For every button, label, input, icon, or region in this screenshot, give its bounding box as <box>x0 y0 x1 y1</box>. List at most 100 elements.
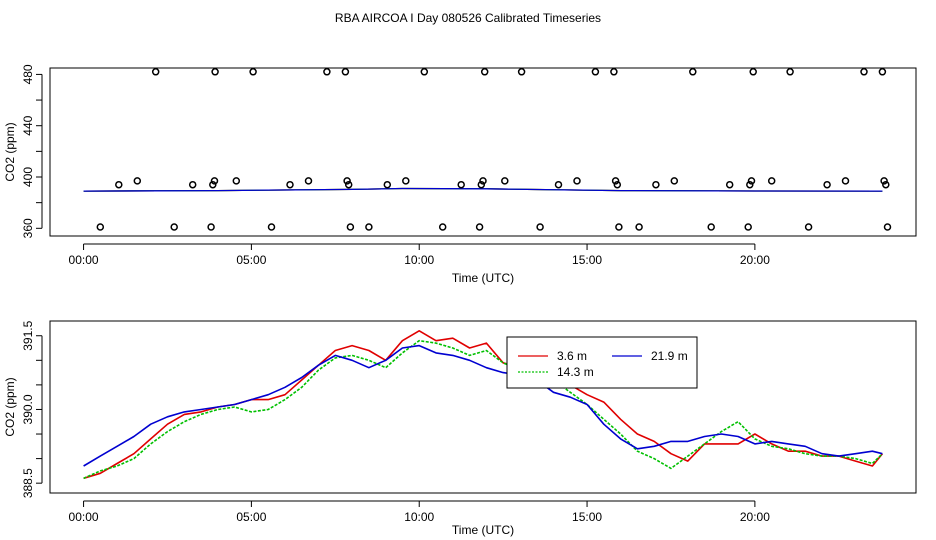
data-point <box>744 223 752 231</box>
data-marks <box>83 68 892 231</box>
plot-frame <box>49 67 917 237</box>
y-tick-label: 400 <box>21 167 35 187</box>
data-point <box>635 223 643 231</box>
data-point <box>501 177 509 185</box>
data-point <box>170 223 178 231</box>
data-point <box>383 180 392 189</box>
plot-frame <box>49 320 917 494</box>
data-point <box>591 68 600 76</box>
timeseries-panel-detail: 00:00 05:00 10:00 15:00 20:00 388.5 390.0 391.… <box>3 320 917 537</box>
x-tick-label: 10:00 <box>404 510 434 524</box>
data-point <box>573 177 581 185</box>
x-axis-label: Time (UTC) <box>452 271 514 285</box>
y-tick-label: 390.0 <box>21 394 35 424</box>
y-tick-label: 360 <box>21 218 35 238</box>
y-axis-label: CO2 (ppm) <box>3 377 17 436</box>
x-axis-label: Time (UTC) <box>452 523 514 537</box>
data-point <box>365 223 373 231</box>
data-point <box>725 180 734 189</box>
data-point <box>344 180 353 189</box>
y-axis-label: CO2 (ppm) <box>3 122 17 181</box>
data-point <box>479 177 487 185</box>
data-point <box>670 177 679 185</box>
y-tick-label: 388.5 <box>21 468 35 498</box>
x-tick-label: 20:00 <box>740 253 770 267</box>
data-point <box>420 68 429 76</box>
data-point <box>304 177 313 185</box>
y-tick-label: 440 <box>21 115 35 135</box>
data-point <box>286 180 294 189</box>
data-point <box>747 177 756 185</box>
data-point <box>554 180 563 189</box>
data-point <box>267 223 276 231</box>
series-line-14-3-m <box>83 339 883 480</box>
data-point <box>346 223 355 231</box>
y-axis: 360 400 440 480 <box>21 64 43 238</box>
data-point <box>883 223 892 231</box>
x-tick-label: 15:00 <box>572 510 602 524</box>
data-point <box>211 68 219 76</box>
data-point <box>652 180 660 189</box>
x-axis: 00:00 05:00 10:00 15:00 20:00 <box>69 243 770 267</box>
x-tick-label: 15:00 <box>572 253 602 267</box>
data-point <box>882 180 890 189</box>
x-tick-label: 20:00 <box>740 510 770 524</box>
series-line-21-9-m <box>83 187 883 192</box>
y-tick-label: 480 <box>21 64 35 84</box>
data-point <box>878 68 887 76</box>
data-marks <box>83 329 884 480</box>
data-point <box>480 68 489 76</box>
timeseries-panel-all: 00:00 05:00 10:00 15:00 20:00 360 400 440 480 T… <box>3 64 917 285</box>
legend-box <box>506 336 698 389</box>
data-point <box>689 68 697 76</box>
data-point <box>746 180 754 189</box>
x-axis: 00:00 05:00 10:00 15:00 20:00 <box>69 500 770 524</box>
data-point <box>611 177 620 185</box>
data-point <box>823 180 831 189</box>
data-point <box>767 177 776 185</box>
data-point <box>860 68 868 76</box>
data-point <box>133 177 142 185</box>
x-tick-label: 10:00 <box>404 253 434 267</box>
y-axis: 388.5 390.0 391.5 <box>21 320 43 498</box>
legend-label-21-9m: 21.9 m <box>651 349 688 363</box>
legend-label-3-6m: 3.6 m <box>557 349 587 363</box>
data-point <box>536 223 544 231</box>
data-point <box>615 223 623 231</box>
data-point <box>402 177 410 185</box>
data-point <box>209 180 217 189</box>
data-point <box>707 223 715 231</box>
data-point <box>477 180 486 189</box>
data-point <box>475 223 484 231</box>
data-point <box>151 68 160 76</box>
data-point <box>457 180 465 189</box>
legend: 3.6 m 21.9 m 14.3 m <box>506 336 698 389</box>
x-tick-label: 05:00 <box>236 510 266 524</box>
y-tick-label: 391.5 <box>21 320 35 350</box>
data-point <box>96 223 105 231</box>
data-point <box>249 68 257 76</box>
data-point <box>343 177 351 185</box>
data-point <box>749 68 757 76</box>
x-tick-label: 05:00 <box>236 253 266 267</box>
data-point <box>210 177 219 185</box>
legend-label-14-3m: 14.3 m <box>557 365 594 379</box>
data-point <box>341 68 350 76</box>
data-point <box>841 177 850 185</box>
data-point <box>804 223 813 231</box>
series-line-21-9-m <box>83 344 883 467</box>
data-point <box>517 68 526 76</box>
data-point <box>786 68 794 76</box>
series-line-3-6-m <box>83 329 884 480</box>
data-point <box>188 180 197 189</box>
data-point <box>115 180 123 189</box>
data-point <box>880 177 888 185</box>
data-point <box>323 68 331 76</box>
data-point <box>438 223 447 231</box>
x-tick-label: 00:00 <box>69 510 99 524</box>
page-title: RBA AIRCOA I Day 080526 Calibrated Times… <box>335 11 601 25</box>
data-point <box>207 223 215 231</box>
x-tick-label: 00:00 <box>69 253 99 267</box>
data-point <box>613 180 622 189</box>
